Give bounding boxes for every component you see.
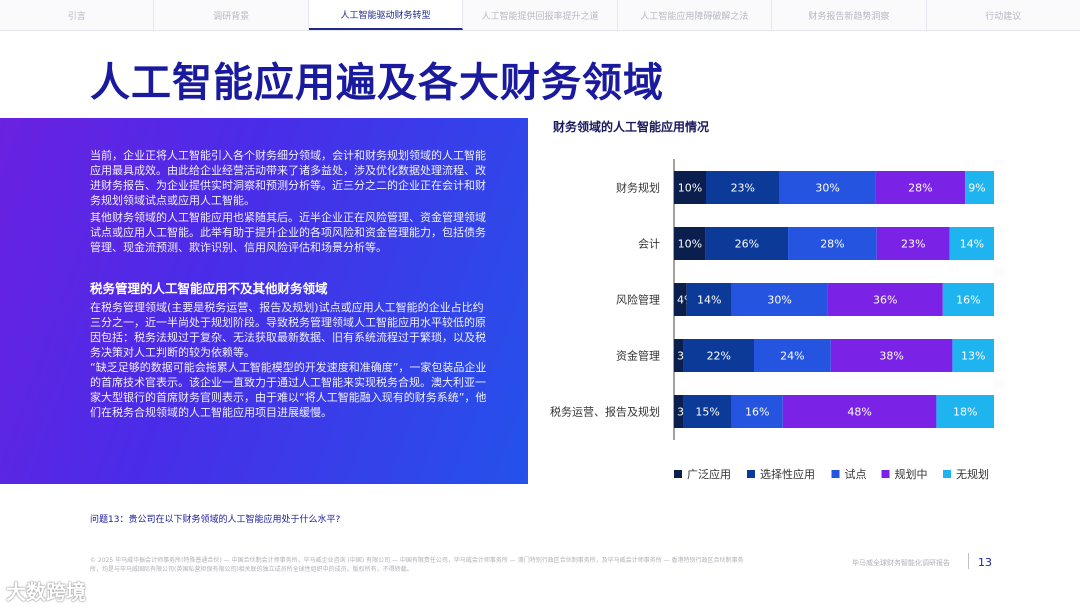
data-label: 15% — [695, 406, 719, 419]
data-label: 36% — [873, 294, 897, 307]
survey-question: 问题13：贵公司在以下财务领域的人工智能应用处于什么水平? — [90, 515, 341, 525]
data-label: 16% — [956, 294, 980, 307]
bar-segment — [779, 171, 876, 204]
bar-segment — [674, 339, 684, 372]
bar-segment — [683, 339, 754, 372]
data-label: 38% — [879, 350, 903, 363]
footer-divider — [968, 553, 969, 569]
nav-tab[interactable]: 人工智能提供回报率提升之道 — [463, 0, 618, 30]
section-subtitle: 税务管理的人工智能应用不及其他财务领域 — [90, 281, 328, 296]
page-title: 人工智能应用遍及各大财务领域 — [90, 60, 664, 106]
paragraph-2: 其他财务领域的人工智能应用也紧随其后。近半企业正在风险管理、资金管理领域试点或应… — [90, 211, 486, 254]
bar-segment — [827, 283, 943, 316]
data-label: 10% — [678, 182, 702, 195]
category-label: 资金管理 — [616, 349, 660, 363]
bar-segment — [731, 395, 783, 428]
data-label: 9% — [968, 182, 985, 195]
bar-segment — [705, 227, 789, 260]
bar-segment — [674, 227, 706, 260]
data-label: 22% — [707, 350, 731, 363]
legend-swatch — [747, 470, 755, 478]
bar-segment — [788, 227, 877, 260]
legend-label: 试点 — [845, 468, 867, 481]
data-label: 26% — [735, 238, 759, 251]
data-label: 30% — [767, 294, 791, 307]
legend-label: 选择性应用 — [760, 467, 815, 481]
bar-segment — [731, 283, 828, 316]
bar-segment — [830, 339, 953, 372]
legend-swatch — [881, 470, 890, 478]
legal-footer: © 2025 毕马威华振会计师事务所(特殊普通合伙) — 中国合伙制会计师事务所… — [90, 557, 744, 573]
data-label: 14% — [960, 238, 984, 251]
bar-segment — [952, 339, 994, 372]
bar-segment — [876, 227, 950, 260]
bar-segment — [875, 171, 966, 204]
data-label: 23% — [901, 238, 925, 251]
text-panel: 当前，企业正将人工智能引入各个财务细分领域，会计和财务规划领域的人工智能应用最具… — [0, 118, 528, 484]
nav-tab[interactable]: 调研背景 — [154, 0, 309, 30]
legend-swatch — [674, 470, 682, 478]
data-label: 10% — [678, 238, 702, 251]
stacked-bar-chart: 财务规划 10% 23% 30% 28% 9% 会计 10% 26% 28% 23% 14% 风险管理 4… — [550, 159, 994, 481]
bar-segment — [674, 283, 687, 316]
bar-segment — [942, 283, 994, 316]
paragraph-3: 在税务管理领域(主要是税务运营、报告及规划)试点或应用人工智能的企业占比约三分之… — [90, 301, 486, 359]
paragraph-4: “缺乏足够的数据可能会拖累人工智能模型的开发速度和准确度”，一家包装品企业的首席… — [90, 361, 487, 419]
data-label: 28% — [908, 182, 932, 195]
category-label: 税务运营、报告及规划 — [550, 405, 660, 419]
data-label: 14% — [697, 294, 721, 307]
data-label: 13% — [961, 350, 985, 363]
data-label: 28% — [820, 238, 844, 251]
category-label: 财务规划 — [616, 181, 660, 195]
nav-tab[interactable]: 引言 — [0, 0, 155, 30]
data-label: 48% — [847, 406, 871, 419]
paragraph-1: 当前，企业正将人工智能引入各个财务细分领域，会计和财务规划领域的人工智能应用最具… — [90, 149, 486, 207]
report-name: 毕马威全球财务智能化调研报告 — [852, 559, 950, 567]
data-label: 16% — [745, 406, 769, 419]
page-number: 13 — [978, 556, 992, 569]
bar-segment — [965, 171, 994, 204]
watermark-logo: 大数跨境 — [6, 580, 86, 604]
bar-segment — [949, 227, 994, 260]
category-label: 风险管理 — [616, 293, 660, 307]
nav-tab[interactable]: 财务报告新趋势洞察 — [772, 0, 927, 30]
bar-segment — [782, 395, 937, 428]
data-label: 23% — [731, 182, 755, 195]
bar-segment — [686, 283, 732, 316]
nav-tab[interactable]: 行动建议 — [985, 11, 1022, 22]
legend-label: 无规划 — [956, 467, 989, 481]
top-navigation: 引言 调研背景 人工智能驱动财务转型 人工智能提供回报率提升之道 人工智能应用障碍破解之… — [0, 0, 1080, 31]
category-label: 会计 — [638, 238, 660, 251]
data-label: 24% — [780, 350, 804, 363]
legend-swatch — [943, 470, 951, 478]
bar-segment — [683, 395, 732, 428]
nav-tab[interactable]: 人工智能应用障碍破解之法 — [618, 0, 773, 30]
data-label: 30% — [815, 182, 839, 195]
legend-label: 规划中 — [895, 467, 928, 481]
bar-segment — [674, 395, 684, 428]
bar-segment — [674, 171, 706, 204]
legend-swatch — [831, 470, 840, 478]
data-label: 18% — [953, 406, 977, 419]
legend-label: 广泛应用 — [687, 467, 731, 481]
bar-segment — [706, 171, 780, 204]
bar-segment — [936, 395, 994, 428]
bar-segment — [754, 339, 831, 372]
nav-tab[interactable]: 人工智能驱动财务转型 — [308, 0, 464, 30]
chart-title: 财务领域的人工智能应用情况 — [553, 120, 710, 134]
